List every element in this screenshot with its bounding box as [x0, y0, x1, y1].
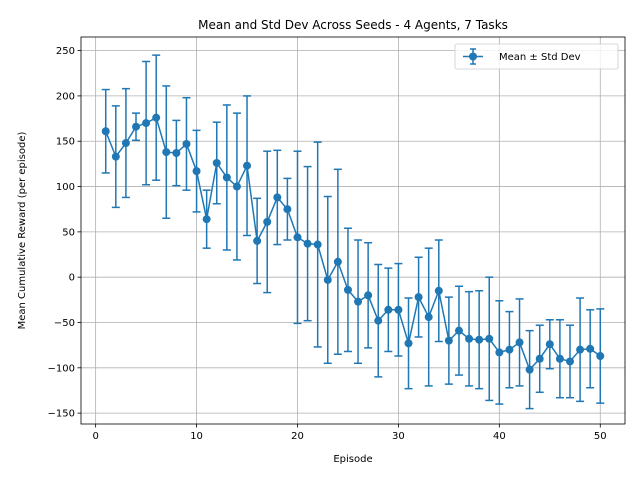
x-axis-ticks: 0 10 20 30 40 50: [92, 424, 607, 442]
data-point: [293, 233, 302, 242]
data-point: [465, 334, 474, 343]
y-tick-label: −50: [54, 318, 75, 329]
y-tick-label: 0: [69, 273, 75, 284]
data-point: [232, 182, 241, 191]
data-point: [394, 305, 403, 314]
data-point: [101, 127, 110, 136]
data-point: [354, 297, 363, 306]
data-point: [243, 161, 252, 170]
legend-box: [454, 43, 619, 70]
y-tick-label: 100: [56, 182, 75, 193]
y-tick-label: −150: [48, 409, 75, 420]
chart-title: Mean and Std Dev Across Seeds - 4 Agents…: [198, 18, 508, 32]
legend-swatch-marker: [469, 52, 477, 61]
legend-swatch: [463, 48, 483, 65]
data-point: [444, 336, 453, 345]
data-point: [222, 173, 231, 182]
data-point: [515, 338, 524, 347]
legend: Mean ± Std Dev: [454, 43, 619, 70]
data-point: [596, 352, 605, 361]
data-point: [414, 293, 423, 302]
data-point: [212, 158, 221, 167]
y-tick-label: 150: [56, 137, 75, 148]
x-tick-label: 20: [291, 431, 304, 442]
data-point: [454, 326, 463, 335]
data-point: [192, 167, 201, 176]
data-point: [303, 239, 312, 248]
x-tick-label: 10: [190, 431, 203, 442]
x-axis-title: Episode: [333, 454, 372, 465]
data-point: [263, 217, 272, 226]
data-point: [525, 365, 534, 374]
data-point: [111, 152, 120, 161]
data-point: [485, 334, 494, 343]
data-point: [424, 313, 433, 322]
y-tick-label: 250: [56, 46, 75, 57]
data-point: [434, 286, 443, 295]
data-point: [333, 257, 342, 266]
x-tick-label: 50: [594, 431, 607, 442]
data-point: [202, 215, 211, 224]
data-point: [505, 345, 514, 354]
data-point: [475, 335, 484, 344]
data-point: [384, 305, 393, 314]
data-point: [565, 357, 574, 366]
data-point: [253, 236, 262, 245]
y-axis-title: Mean Cumulative Reward (per episode): [17, 132, 28, 330]
series-markers: [101, 113, 605, 374]
data-point: [172, 149, 181, 158]
legend-label: Mean ± Std Dev: [499, 52, 581, 63]
data-point: [182, 139, 191, 148]
x-tick-label: 40: [493, 431, 506, 442]
data-point: [142, 119, 151, 128]
data-point: [132, 122, 141, 131]
x-tick-label: 30: [392, 431, 405, 442]
data-point: [283, 205, 292, 214]
data-point: [586, 344, 595, 353]
data-point: [495, 348, 504, 357]
data-point: [555, 354, 564, 363]
data-point: [152, 113, 161, 122]
data-point: [535, 354, 544, 363]
data-point: [374, 316, 383, 325]
y-tick-label: −100: [48, 363, 75, 374]
plot-frame: [80, 36, 626, 425]
data-point: [404, 339, 413, 348]
data-point: [323, 275, 332, 284]
y-tick-label: 50: [62, 227, 75, 238]
data-point: [545, 340, 554, 349]
y-tick-label: 200: [56, 91, 75, 102]
data-point: [162, 148, 171, 157]
data-point: [364, 291, 373, 300]
data-point: [313, 240, 322, 249]
data-point: [576, 345, 585, 354]
y-axis-ticks: −150 −100 −50 0 50 100 150 200 250: [48, 46, 81, 420]
data-point: [273, 193, 282, 202]
grid: [81, 37, 625, 424]
x-tick-label: 0: [92, 431, 98, 442]
data-point: [343, 285, 352, 294]
data-point: [121, 139, 130, 148]
